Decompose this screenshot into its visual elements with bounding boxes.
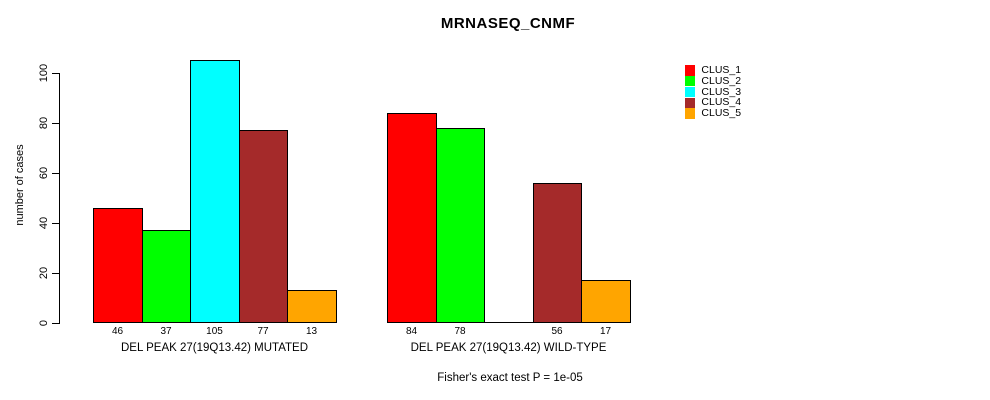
legend-swatch-clus_4 — [685, 97, 696, 108]
y-tick-label: 40 — [38, 216, 50, 230]
legend-label: CLUS_1 — [701, 64, 742, 76]
y-tick-mark — [52, 223, 59, 224]
legend: CLUS_1 CLUS_2 CLUS_3 CLUS_4 CLUS_5 — [685, 65, 741, 119]
bar-value-label: 105 — [206, 326, 223, 337]
legend-swatch-clus_2 — [685, 76, 696, 87]
y-tick-mark — [52, 273, 59, 274]
bar-value-label: 13 — [305, 326, 318, 337]
group-label-2: DEL PEAK 27(19Q13.42) WILD-TYPE — [410, 342, 607, 354]
y-tick-label: 20 — [38, 266, 50, 280]
y-tick-label: 60 — [38, 166, 50, 180]
bar-value-label: 84 — [405, 326, 418, 337]
fisher-test-annotation: Fisher's exact test P = 1e-05 — [437, 372, 583, 384]
legend-label: CLUS_5 — [701, 107, 742, 120]
bar-clus_5-group2 — [581, 280, 631, 323]
group-label-1: DEL PEAK 27(19Q13.42) MUTATED — [120, 342, 309, 354]
chart-title: MRNASEQ_CNMF — [440, 15, 576, 32]
bar-clus_5-group1 — [287, 290, 337, 323]
bar-clus_3-group1 — [190, 60, 240, 323]
bar-value-label: 56 — [551, 326, 563, 337]
legend-label: CLUS_4 — [701, 96, 742, 109]
y-tick-mark — [52, 173, 59, 174]
bar-clus_1-group2 — [387, 113, 437, 323]
bar-clus_4-group2 — [533, 183, 582, 323]
bar-value-label: 17 — [599, 326, 612, 337]
legend-swatch-clus_5 — [685, 108, 696, 119]
legend-swatch-clus_3 — [685, 86, 696, 98]
bar-value-label: 46 — [111, 326, 124, 337]
y-tick-mark — [52, 123, 59, 124]
legend-entry-clus_1: CLUS_1 — [685, 65, 741, 76]
y-axis-line — [59, 73, 60, 324]
y-tick-label: 80 — [38, 116, 50, 130]
bar-clus_2-group1 — [142, 230, 191, 323]
bar-value-label: 77 — [257, 326, 269, 337]
legend-entry-clus_2: CLUS_2 — [685, 74, 742, 87]
legend-entry-clus_3: CLUS_3 — [685, 85, 742, 98]
legend-swatch-clus_1 — [685, 65, 696, 76]
bar-clus_4-group1 — [239, 130, 288, 323]
legend-entry-clus_5: CLUS_5 — [685, 108, 741, 119]
y-tick-label: 100 — [38, 63, 50, 83]
y-tick-mark — [52, 323, 59, 324]
bar-value-label: 37 — [160, 326, 172, 337]
legend-label: CLUS_3 — [701, 85, 742, 98]
bar-clus_2-group2 — [436, 128, 485, 323]
bar-clus_1-group1 — [93, 208, 143, 323]
bar-clus_3-group2-zero — [484, 322, 534, 323]
y-tick-mark — [52, 73, 59, 74]
legend-entry-clus_4: CLUS_4 — [685, 97, 741, 108]
bar-value-label: 78 — [454, 326, 466, 337]
y-tick-label: 0 — [38, 319, 50, 327]
legend-label: CLUS_2 — [701, 74, 742, 87]
